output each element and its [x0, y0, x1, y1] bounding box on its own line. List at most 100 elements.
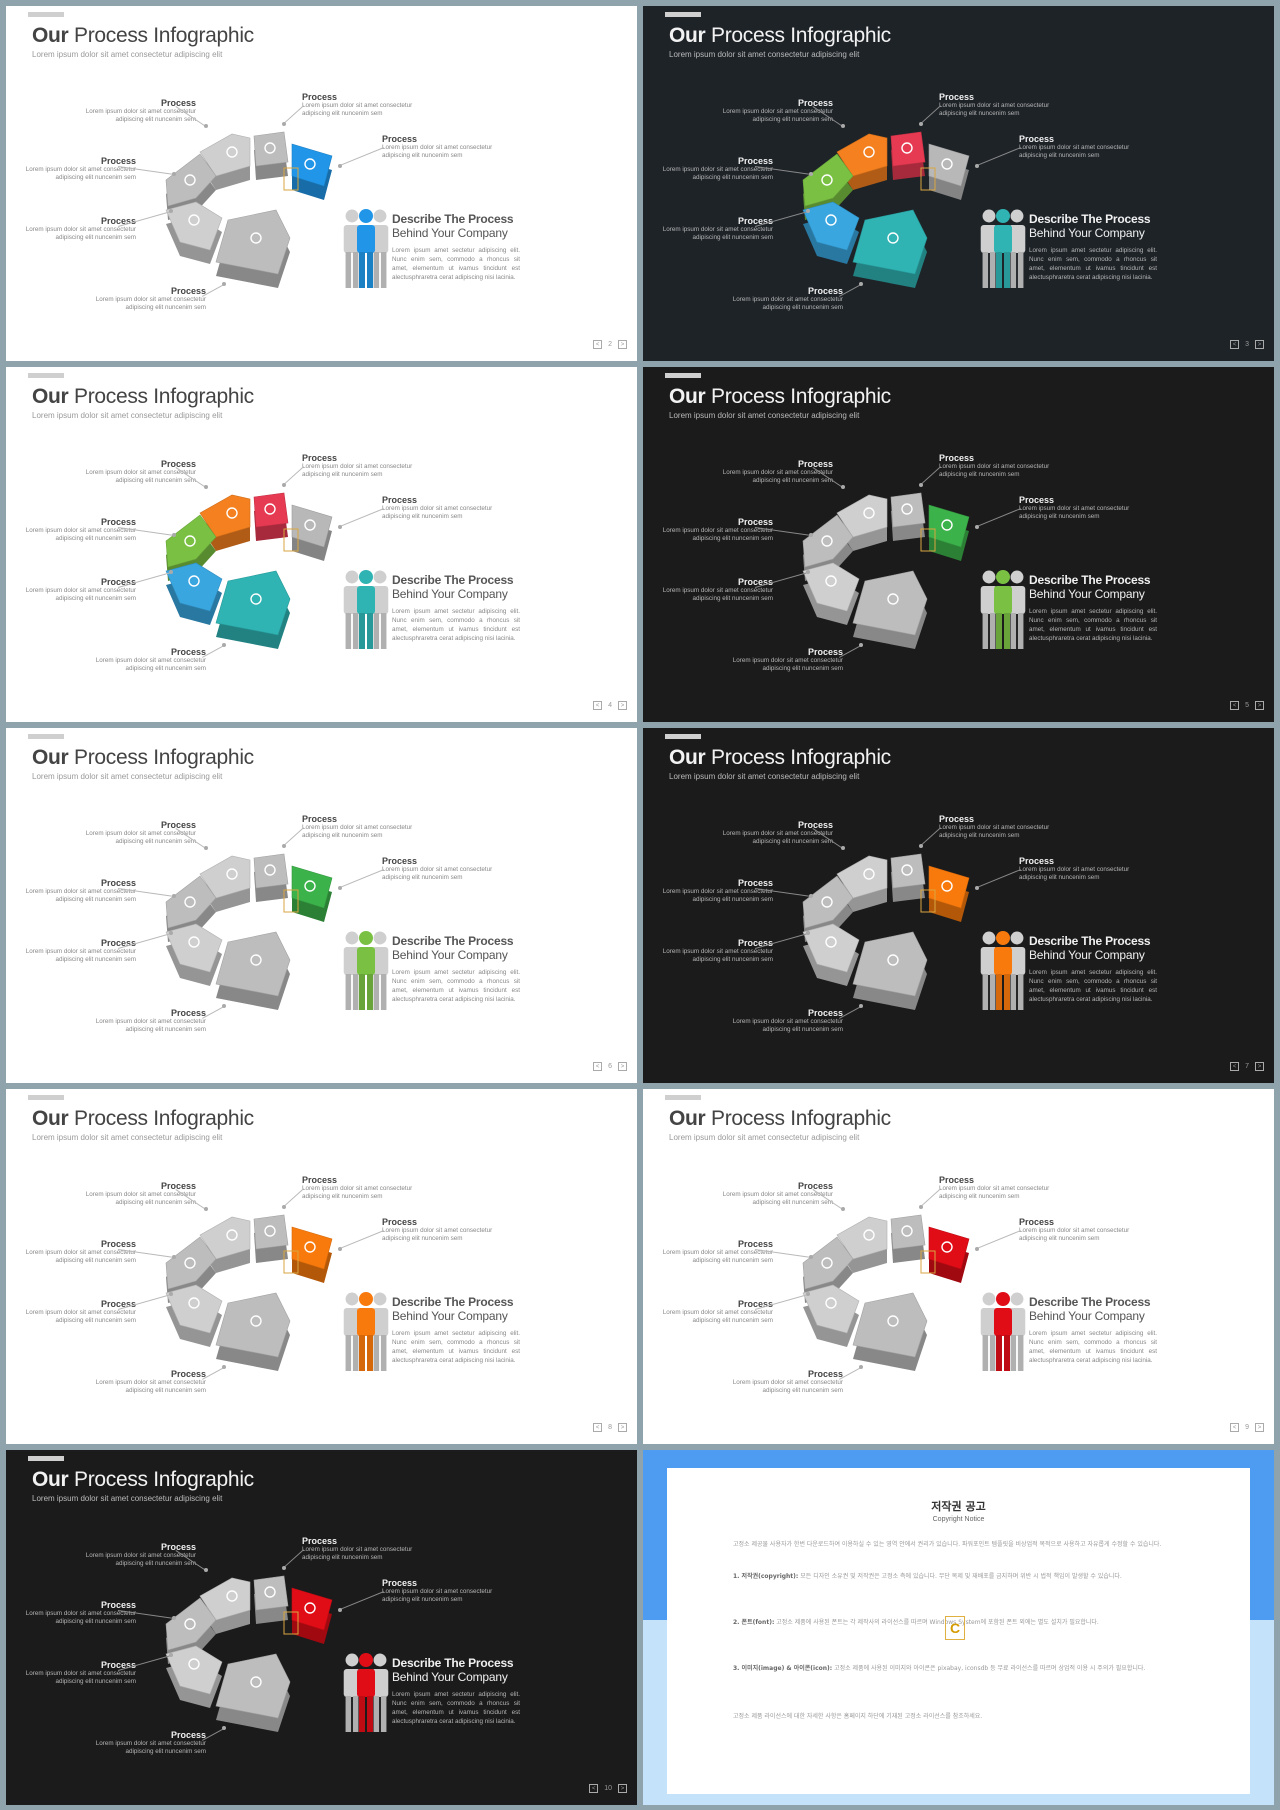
process-label-line2: adipiscing elit nuncenim sem [752, 116, 833, 123]
prev-arrow-icon[interactable]: < [593, 1423, 603, 1432]
slide-title: Our Process Infographic [669, 1107, 891, 1130]
process-label-line2: adipiscing elit nuncenim sem [692, 896, 773, 903]
process-label-line1: Lorem ipsum dolor sit amet consectetur [95, 1740, 206, 1747]
leader-dot [338, 886, 342, 890]
slide-thumbnail-2[interactable]: Our Process Infographic Lorem ipsum dolo… [6, 6, 637, 361]
leader-dot [169, 931, 173, 935]
leader-dot [806, 209, 810, 213]
process-label-5: Process Lorem ipsum dolor sit amet consec… [302, 453, 430, 479]
process-label-line1: Lorem ipsum dolor sit amet consectetur [732, 296, 843, 303]
process-label-line2: adipiscing elit nuncenim sem [55, 1618, 136, 1625]
search-icon [184, 1618, 196, 1630]
pie-icon [887, 954, 899, 966]
process-label-line1: Lorem ipsum dolor sit amet consectetur [662, 166, 773, 173]
process-label-6: Process Lorem ipsum dolor sit amet consec… [1019, 495, 1147, 521]
process-label-2: Process Lorem ipsum dolor sit amet consec… [8, 156, 136, 182]
prev-arrow-icon[interactable]: < [1230, 1423, 1240, 1432]
leader-dot [859, 643, 863, 647]
next-arrow-icon[interactable]: > [618, 1062, 627, 1071]
leader-dot [338, 1247, 342, 1251]
person-back-icon [371, 570, 389, 649]
prev-arrow-icon[interactable]: < [1230, 340, 1240, 349]
prev-arrow-icon[interactable]: < [593, 340, 603, 349]
prev-arrow-icon[interactable]: < [589, 1784, 599, 1793]
leader-dot [169, 209, 173, 213]
copyright-notice-slide[interactable]: 저작권 공고 Copyright Notice 고정소 제공물 사용자가 한번 다운… [643, 1450, 1274, 1805]
describe-block: Describe The Process Behind Your Company… [392, 1656, 520, 1726]
next-arrow-icon[interactable]: > [618, 1423, 627, 1432]
person-back-icon [343, 1653, 361, 1732]
person-front-icon [994, 1292, 1012, 1371]
process-label-title: Process [797, 98, 833, 108]
process-label-title: Process [302, 92, 338, 102]
search-icon [184, 896, 196, 908]
prev-arrow-icon[interactable]: < [1230, 1062, 1240, 1071]
slide-thumbnail-8[interactable]: Our Process Infographic Lorem ipsum dolo… [6, 1089, 637, 1444]
process-label-title: Process [382, 1578, 418, 1588]
slide-thumbnail-7[interactable]: Our Process Infographic Lorem ipsum dolo… [643, 728, 1274, 1083]
process-label-line1: Lorem ipsum dolor sit amet consectetur [25, 1610, 136, 1617]
person-back-icon [1008, 570, 1026, 649]
process-label-title: Process [160, 1542, 196, 1552]
people-icon [343, 1653, 389, 1732]
person-front-icon [357, 209, 375, 288]
leader-dot [172, 1255, 176, 1259]
process-label-title: Process [807, 1369, 843, 1379]
slide-title: Our Process Infographic [669, 746, 891, 769]
prev-arrow-icon[interactable]: < [1230, 701, 1240, 710]
segment-bottom-left [165, 1645, 223, 1695]
slide-thumbnail-5[interactable]: Our Process Infographic Lorem ipsum dolo… [643, 367, 1274, 722]
next-arrow-icon[interactable]: > [618, 340, 627, 349]
process-label-title: Process [302, 453, 338, 463]
describe-subtitle: Behind Your Company [1029, 226, 1145, 240]
describe-block: Describe The Process Behind Your Company… [1029, 1295, 1157, 1365]
next-arrow-icon[interactable]: > [1255, 340, 1264, 349]
slide-thumbnail-3[interactable]: Our Process Infographic Lorem ipsum dolo… [643, 6, 1274, 361]
leader-dot [338, 525, 342, 529]
prev-arrow-icon[interactable]: < [593, 1062, 603, 1071]
process-label-line1: Lorem ipsum dolor sit amet consectetur [939, 1185, 1050, 1192]
gear-icon [825, 936, 837, 948]
process-label-3: Process Lorem ipsum dolor sit amet consec… [8, 1660, 136, 1686]
slide-thumbnail-4[interactable]: Our Process Infographic Lorem ipsum dolo… [6, 367, 637, 722]
describe-block: Describe The Process Behind Your Company… [392, 1295, 520, 1365]
copyright-intro: 고정소 제공물 사용자가 한번 다운로드하여 이용하실 수 있는 영역 안에서 … [733, 1541, 1162, 1548]
document-icon [264, 142, 276, 154]
process-label-line2: adipiscing elit nuncenim sem [939, 832, 1020, 839]
process-label-title: Process [160, 98, 196, 108]
people-icon-small [226, 868, 238, 880]
process-label-line2: adipiscing elit nuncenim sem [55, 234, 136, 241]
slide-title: Our Process Infographic [32, 24, 254, 47]
slide-thumbnail-10[interactable]: Our Process Infographic Lorem ipsum dolo… [6, 1450, 637, 1805]
segment-bottom-left [165, 923, 223, 973]
describe-body: Lorem ipsum amet sectetur adipiscing eli… [1029, 969, 1157, 1003]
slide-pager: < 5 > [1230, 701, 1264, 710]
leader-dot [919, 844, 923, 848]
process-label-line1: Lorem ipsum dolor sit amet consectetur [732, 1018, 843, 1025]
segment-bottom-left [802, 1284, 860, 1334]
process-label-3: Process Lorem ipsum dolor sit amet consec… [645, 577, 773, 603]
slide-thumbnail-6[interactable]: Our Process Infographic Lorem ipsum dolo… [6, 728, 637, 1083]
segment-top [253, 1214, 289, 1250]
process-label-title: Process [737, 938, 773, 948]
next-arrow-icon[interactable]: > [1255, 1423, 1264, 1432]
next-arrow-icon[interactable]: > [1255, 1062, 1264, 1071]
process-label-1: Process Lorem ipsum dolor sit amet consec… [68, 1542, 196, 1568]
process-label-line2: adipiscing elit nuncenim sem [125, 1026, 206, 1033]
process-label-2: Process Lorem ipsum dolor sit amet consec… [645, 156, 773, 182]
leader-dot [338, 164, 342, 168]
slide-thumbnail-9[interactable]: Our Process Infographic Lorem ipsum dolo… [643, 1089, 1274, 1444]
next-arrow-icon[interactable]: > [618, 701, 627, 710]
process-pie-chart [165, 853, 333, 1010]
leader-dot [282, 1205, 286, 1209]
segment-bottom-left [165, 201, 223, 251]
prev-arrow-icon[interactable]: < [593, 701, 603, 710]
leader-dot [222, 1004, 226, 1008]
document-icon [264, 1586, 276, 1598]
next-arrow-icon[interactable]: > [618, 1784, 627, 1793]
process-label-6: Process Lorem ipsum dolor sit amet consec… [382, 1578, 510, 1604]
process-label-title: Process [737, 517, 773, 527]
process-label-line2: adipiscing elit nuncenim sem [939, 1193, 1020, 1200]
next-arrow-icon[interactable]: > [1255, 701, 1264, 710]
segment-left [802, 1236, 854, 1290]
